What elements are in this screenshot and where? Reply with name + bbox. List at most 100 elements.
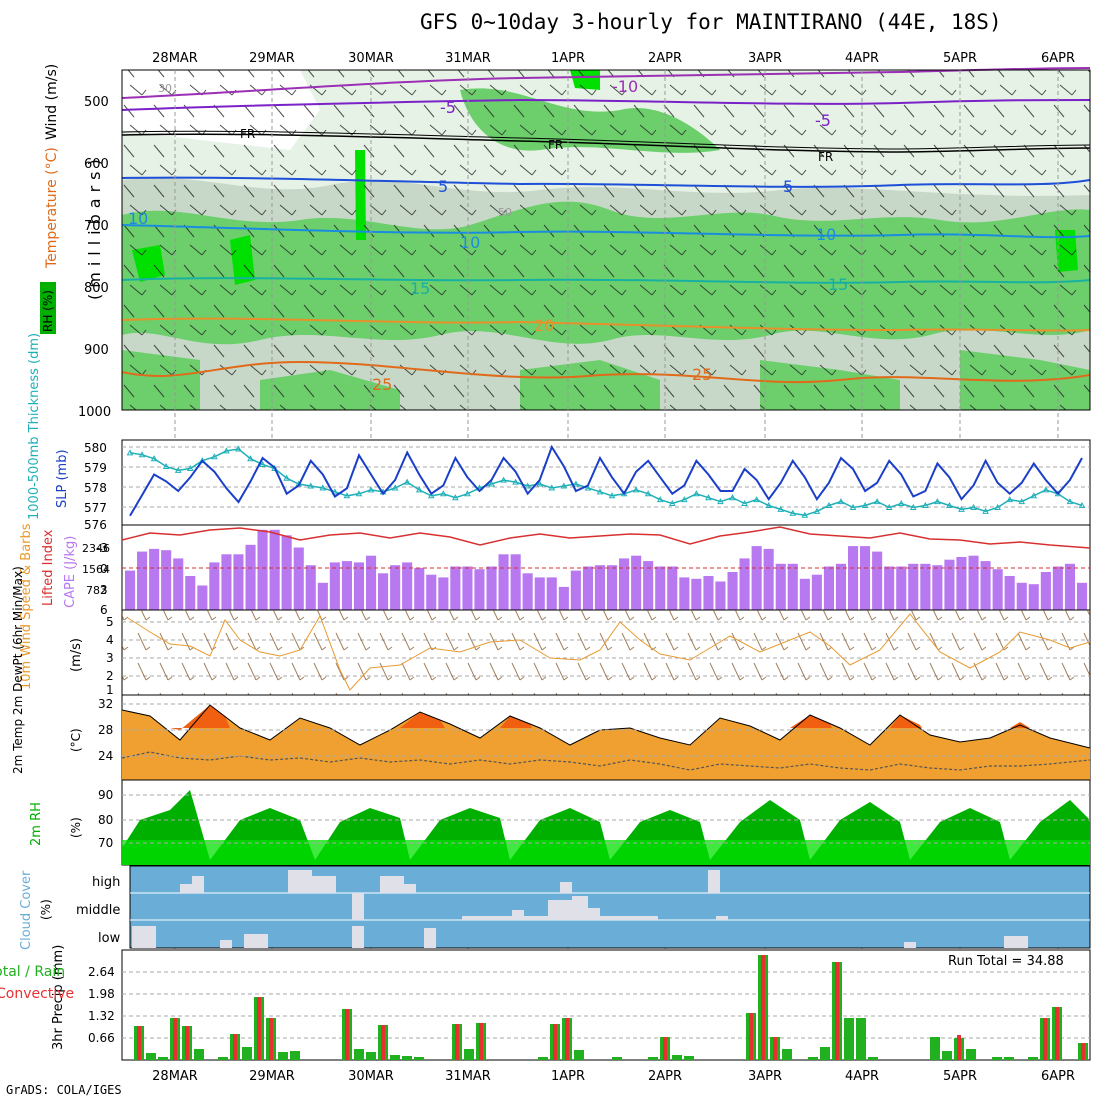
date-label-top: 4APR: [845, 51, 879, 66]
cape-bar: [884, 566, 895, 610]
cape-bar: [1052, 566, 1063, 610]
cape-bar: [329, 562, 340, 610]
wind-barbs-upper: [122, 70, 1090, 410]
thickness-point: [885, 503, 893, 510]
date-label-bottom: 4APR: [845, 1069, 879, 1084]
upper-air-panel: -10 -5 -5 FR FR FR 5 5 10 10 10 15 15 20…: [121, 67, 1091, 411]
rh-tick: 80: [98, 813, 113, 827]
cape-bar: [607, 565, 618, 610]
wind-tick: 3: [106, 651, 114, 665]
cape-bars: [125, 529, 1088, 611]
thickness-point: [994, 503, 1002, 510]
cape-bar: [378, 573, 389, 610]
cape-bar: [1040, 572, 1051, 610]
date-labels-bottom: 28MAR 29MAR 30MAR 31MAR 1APR 2APR 3APR 4APR 5APR…: [152, 1069, 1075, 1084]
cloud-unit: (%): [39, 899, 53, 920]
cape-bar: [992, 569, 1003, 610]
contour-label: FR: [548, 138, 563, 152]
cape-bar: [510, 554, 521, 610]
pressure-tick: 800: [84, 281, 109, 296]
contour-label: 5: [438, 177, 448, 196]
thickness-point: [825, 501, 833, 508]
wind-tick: 1: [106, 683, 114, 697]
thickness-point: [452, 494, 459, 501]
cloud-panel: high middle low Cloud Cover (%): [19, 865, 1091, 950]
cape-bar: [570, 570, 581, 610]
precip-legend-convective: Convective: [0, 986, 74, 1002]
thickness-point: [693, 490, 700, 497]
cape-bar: [125, 570, 136, 610]
cape-bar: [920, 563, 931, 610]
thickness-point: [789, 509, 797, 516]
cape-bar: [848, 546, 859, 610]
temp-tick: 28: [98, 723, 113, 737]
thickness-point: [1042, 486, 1050, 493]
cape-bar: [317, 582, 328, 610]
slp-series: [129, 444, 1083, 517]
wind10m-unit: (m/s): [69, 638, 84, 672]
thickness-point: [572, 480, 580, 487]
cape-bar: [751, 546, 762, 610]
thickness-point: [500, 476, 507, 483]
thickness-point: [186, 464, 194, 471]
rh2m-panel: 90 80 70 2m RH (%): [29, 779, 1091, 866]
thickness-point: [729, 494, 736, 501]
cape-bar: [932, 565, 943, 610]
cape-bar: [426, 574, 437, 610]
thickness-point: [1066, 498, 1074, 505]
li-tick: 3: [100, 583, 108, 597]
rh-legend: RH (%): [41, 290, 55, 332]
wind-tick: 4: [106, 633, 114, 647]
thickness-point: [1078, 501, 1086, 508]
thickness-point: [307, 482, 315, 489]
temp2m-axis-label: 2m Temp 2m DewPt (6hr Min/Max): [11, 566, 25, 774]
cape-bar: [787, 563, 798, 610]
cape-bar: [293, 547, 304, 610]
date-label-bottom: 1APR: [551, 1069, 585, 1084]
contour-label: 25: [372, 375, 392, 394]
thickness-point: [283, 474, 291, 481]
cloud-level-high: high: [92, 875, 120, 890]
pressure-tick: 500: [84, 95, 109, 110]
credit-text: GrADS: COLA/IGES: [6, 1083, 122, 1097]
cape-bar: [956, 557, 967, 610]
thickness-tick: 578: [84, 481, 107, 495]
thickness-point: [427, 492, 435, 499]
thickness-point: [656, 496, 664, 503]
rh-tick: 90: [98, 788, 113, 802]
thickness-tick: 577: [84, 501, 107, 515]
dewpoint-series: [121, 751, 1091, 771]
thickness-point: [319, 484, 327, 491]
cape-bar: [811, 574, 822, 610]
cape-bar: [980, 561, 991, 610]
wind-barbs-10m: [122, 610, 1090, 695]
date-label-top: 30MAR: [348, 51, 394, 66]
cape-bar: [245, 544, 256, 610]
cape-axis-label: CAPE (J/kg): [63, 536, 78, 608]
contour-5: [121, 176, 1091, 188]
temp-fill: [122, 705, 1090, 780]
date-label-bottom: 5APR: [943, 1069, 977, 1084]
cape-bar: [860, 546, 871, 610]
cape-tick: 782: [86, 584, 107, 597]
date-label-top: 28MAR: [152, 51, 198, 66]
contour-label: 20: [534, 316, 554, 335]
temp-hot-fill: [170, 705, 1030, 730]
thickness-point: [415, 486, 423, 493]
cape-bar: [679, 577, 690, 610]
thickness-point: [162, 462, 170, 469]
cape-bar: [896, 566, 907, 610]
pressure-tick: 600: [84, 157, 109, 172]
cape-bar: [558, 586, 569, 610]
date-label-top: 31MAR: [445, 51, 491, 66]
thickness-point: [524, 482, 532, 489]
thickness-point: [391, 484, 399, 491]
temp-tick: 32: [98, 697, 113, 711]
cape-bar: [655, 566, 666, 610]
cape-bar: [305, 565, 316, 610]
cape-bar: [594, 565, 605, 610]
li-tick: 0: [100, 562, 108, 576]
date-label-bottom: 3APR: [748, 1069, 782, 1084]
cape-bar: [486, 566, 497, 610]
